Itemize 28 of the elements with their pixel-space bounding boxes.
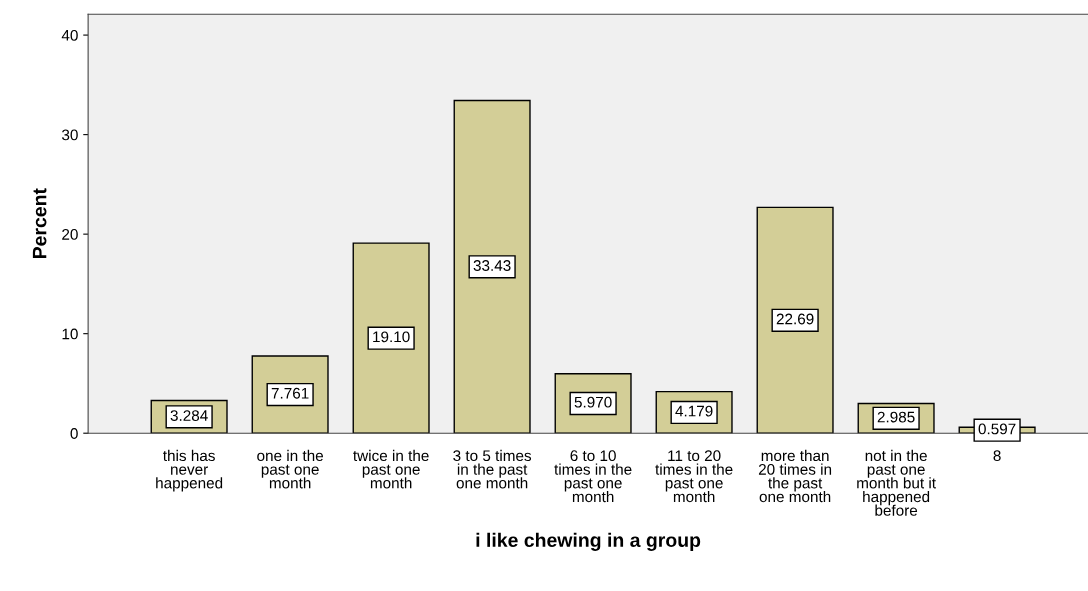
data-label: 22.69 <box>776 313 814 325</box>
x-tick-label: this has never happened <box>156 449 223 492</box>
data-label: 19.10 <box>373 331 410 343</box>
data-label: 33.43 <box>473 260 511 271</box>
data-label: 5.970 <box>574 396 612 408</box>
y-tick-label: 20 <box>62 229 78 240</box>
x-tick-label: more than 20 times in the past one month <box>758 449 832 503</box>
x-tick-label: not in the past one month but it happened before <box>857 449 936 516</box>
x-tick-label: 3 to 5 times in the past one month <box>453 449 532 489</box>
x-tick-label: 11 to 20 times in the past one month <box>655 450 733 503</box>
data-label: 3.284 <box>170 410 208 421</box>
y-tick-label: 0 <box>70 428 78 439</box>
bar <box>453 99 531 434</box>
data-label: 0.597 <box>978 423 1016 435</box>
bar <box>352 242 430 434</box>
y-axis-title: Percent <box>32 188 47 259</box>
x-axis-title: i like chewing in a group <box>476 532 701 551</box>
data-label: 7.761 <box>271 387 309 399</box>
x-tick-label: twice in the past one month <box>353 449 429 489</box>
y-tick-label: 10 <box>62 328 78 340</box>
x-tick-label: 8 <box>993 450 1001 462</box>
x-tick-label: one in the past one month <box>257 449 323 489</box>
y-tick-label: 30 <box>62 129 78 141</box>
data-label: 4.179 <box>675 405 713 417</box>
data-label: 2.985 <box>877 411 915 423</box>
bar <box>756 206 834 434</box>
y-tick-label: 40 <box>61 29 78 41</box>
x-tick-label: 6 to 10 times in the past one month <box>554 450 632 503</box>
